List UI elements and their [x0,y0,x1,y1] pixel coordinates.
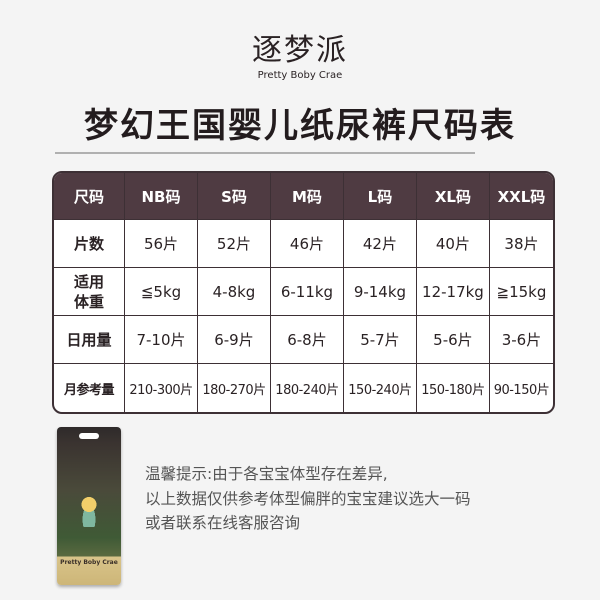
table-cell: 12-17kg [416,268,490,316]
table-cell: 180-270片 [198,364,271,412]
table-row: 日用量 7-10片 6-9片 6-8片 5-7片 5-6片 3-6片 [54,316,553,364]
tip-line: 温馨提示:由于各宝宝体型存在差异, [145,465,388,483]
header-cell: S码 [197,173,271,220]
brand-name-cn: 逐梦派 [252,33,348,68]
table-row: 月参考量 210-300片 180-270片 180-240片 150-240片… [54,364,553,412]
table-cell: 52片 [197,220,271,268]
row-label: 适用体重 [54,268,125,316]
table-cell: 180-240片 [271,364,344,412]
table-cell: 56片 [125,220,198,268]
tip-note: 温馨提示:由于各宝宝体型存在差异, 以上数据仅供参考体型偏胖的宝宝建议选大一码 … [145,462,471,536]
table-cell: 5-6片 [416,316,490,364]
table-cell: 90-150片 [493,382,550,398]
table-cell: 38片 [489,220,553,268]
table-cell: 4-8kg [197,268,271,316]
package-handle [79,433,99,439]
table-cell: 6-8片 [270,316,344,364]
brand-logo: 逐梦派 Pretty Boby Crae [0,33,600,82]
header-cell: M码 [270,173,344,220]
table-cell: 40片 [416,220,490,268]
product-package-image: Pretty Boby Crae [57,427,121,585]
table-cell: 5-7片 [343,316,417,364]
size-table: 尺码 NB码 S码 M码 L码 XL码 XXL码 片数 56片 52片 46片 … [52,171,555,414]
table-cell: 150-180片 [417,364,490,412]
package-label: Pretty Boby Crae [60,559,118,566]
table-cell: 6-11kg [270,268,344,316]
header-cell: 尺码 [54,173,125,220]
row-label: 片数 [54,220,125,268]
header-cell: XXL码 [489,173,553,220]
table-cell: 6-9片 [197,316,271,364]
table-header-row: 尺码 NB码 S码 M码 L码 XL码 XXL码 [54,173,553,220]
header-cell: XL码 [416,173,490,220]
page-title: 梦幻王国婴儿纸尿裤尺码表 [84,106,516,146]
table-cell: 7-10片 [125,316,198,364]
table-cell: 3-6片 [489,316,553,364]
fairy-illustration [79,497,99,527]
table-cell: 46片 [270,220,344,268]
brand-name-en: Pretty Boby Crae [257,70,343,81]
tip-line: 以上数据仅供参考体型偏胖的宝宝建议选大一码 [145,489,471,508]
table-row: 片数 56片 52片 46片 42片 40片 38片 [54,220,553,268]
table-row: 适用体重 ≦5kg 4-8kg 6-11kg 9-14kg 12-17kg ≧1… [54,268,553,316]
divider [55,152,475,154]
table-cell: ≦5kg [125,268,198,316]
table-cell: 210-300片 [125,364,198,412]
tip-line: 或者联系在线客服咨询 [145,514,301,532]
row-label: 日用量 [54,316,125,364]
header-cell: L码 [343,173,417,220]
table-cell: 42片 [343,220,417,268]
header-cell: NB码 [125,173,198,220]
row-label: 月参考量 [54,364,125,412]
table-cell: 150-240片 [344,364,417,412]
table-cell: ≧15kg [489,268,553,316]
table-cell: 9-14kg [343,268,417,316]
